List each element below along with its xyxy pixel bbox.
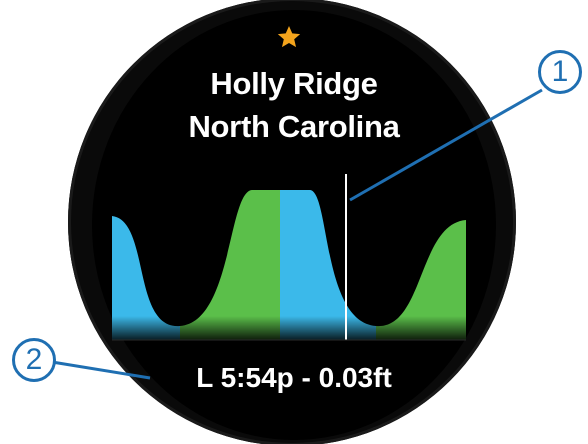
- callout-1: 1: [538, 50, 582, 94]
- tide-baseline-shade: [112, 316, 466, 340]
- callout-1-leader: [349, 88, 543, 202]
- tide-segment-rising-2: [280, 190, 376, 340]
- tide-segment-rising-1: [112, 216, 180, 340]
- location-region: North Carolina: [188, 109, 400, 144]
- callout-2: 2: [12, 338, 56, 382]
- tide-segment-falling-1: [180, 190, 280, 340]
- location-name: Holly Ridge: [210, 66, 378, 101]
- tide-segment-falling-2: [376, 220, 466, 340]
- next-tide-label: L 5:54p - 0.03ft: [196, 362, 392, 393]
- callout-2-leader: [51, 360, 151, 380]
- star-icon: [277, 25, 301, 48]
